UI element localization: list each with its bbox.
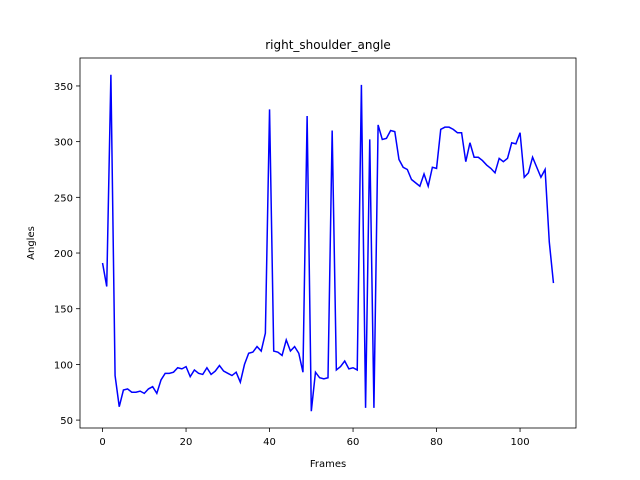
y-tick-label: 200 (54, 249, 73, 260)
y-axis-label: Angles (26, 226, 37, 260)
y-tick-label: 350 (54, 82, 73, 93)
x-tick-label: 100 (511, 437, 530, 448)
x-axis-label: Frames (310, 459, 346, 470)
y-tick-label: 300 (54, 138, 73, 149)
data-line (101, 74, 555, 412)
x-tick-label: 0 (99, 437, 105, 448)
y-tick-label: 250 (54, 193, 73, 204)
x-tick-label: 80 (430, 437, 443, 448)
x-tick-label: 60 (347, 437, 360, 448)
axes-frame (79, 57, 577, 429)
y-tick-label: 150 (54, 305, 73, 316)
chart-title: right_shoulder_angle (265, 38, 391, 52)
y-tick-label: 100 (54, 360, 73, 371)
y-tick-label: 50 (60, 416, 73, 427)
x-tick-label: 40 (263, 437, 276, 448)
x-tick-label: 20 (180, 437, 193, 448)
